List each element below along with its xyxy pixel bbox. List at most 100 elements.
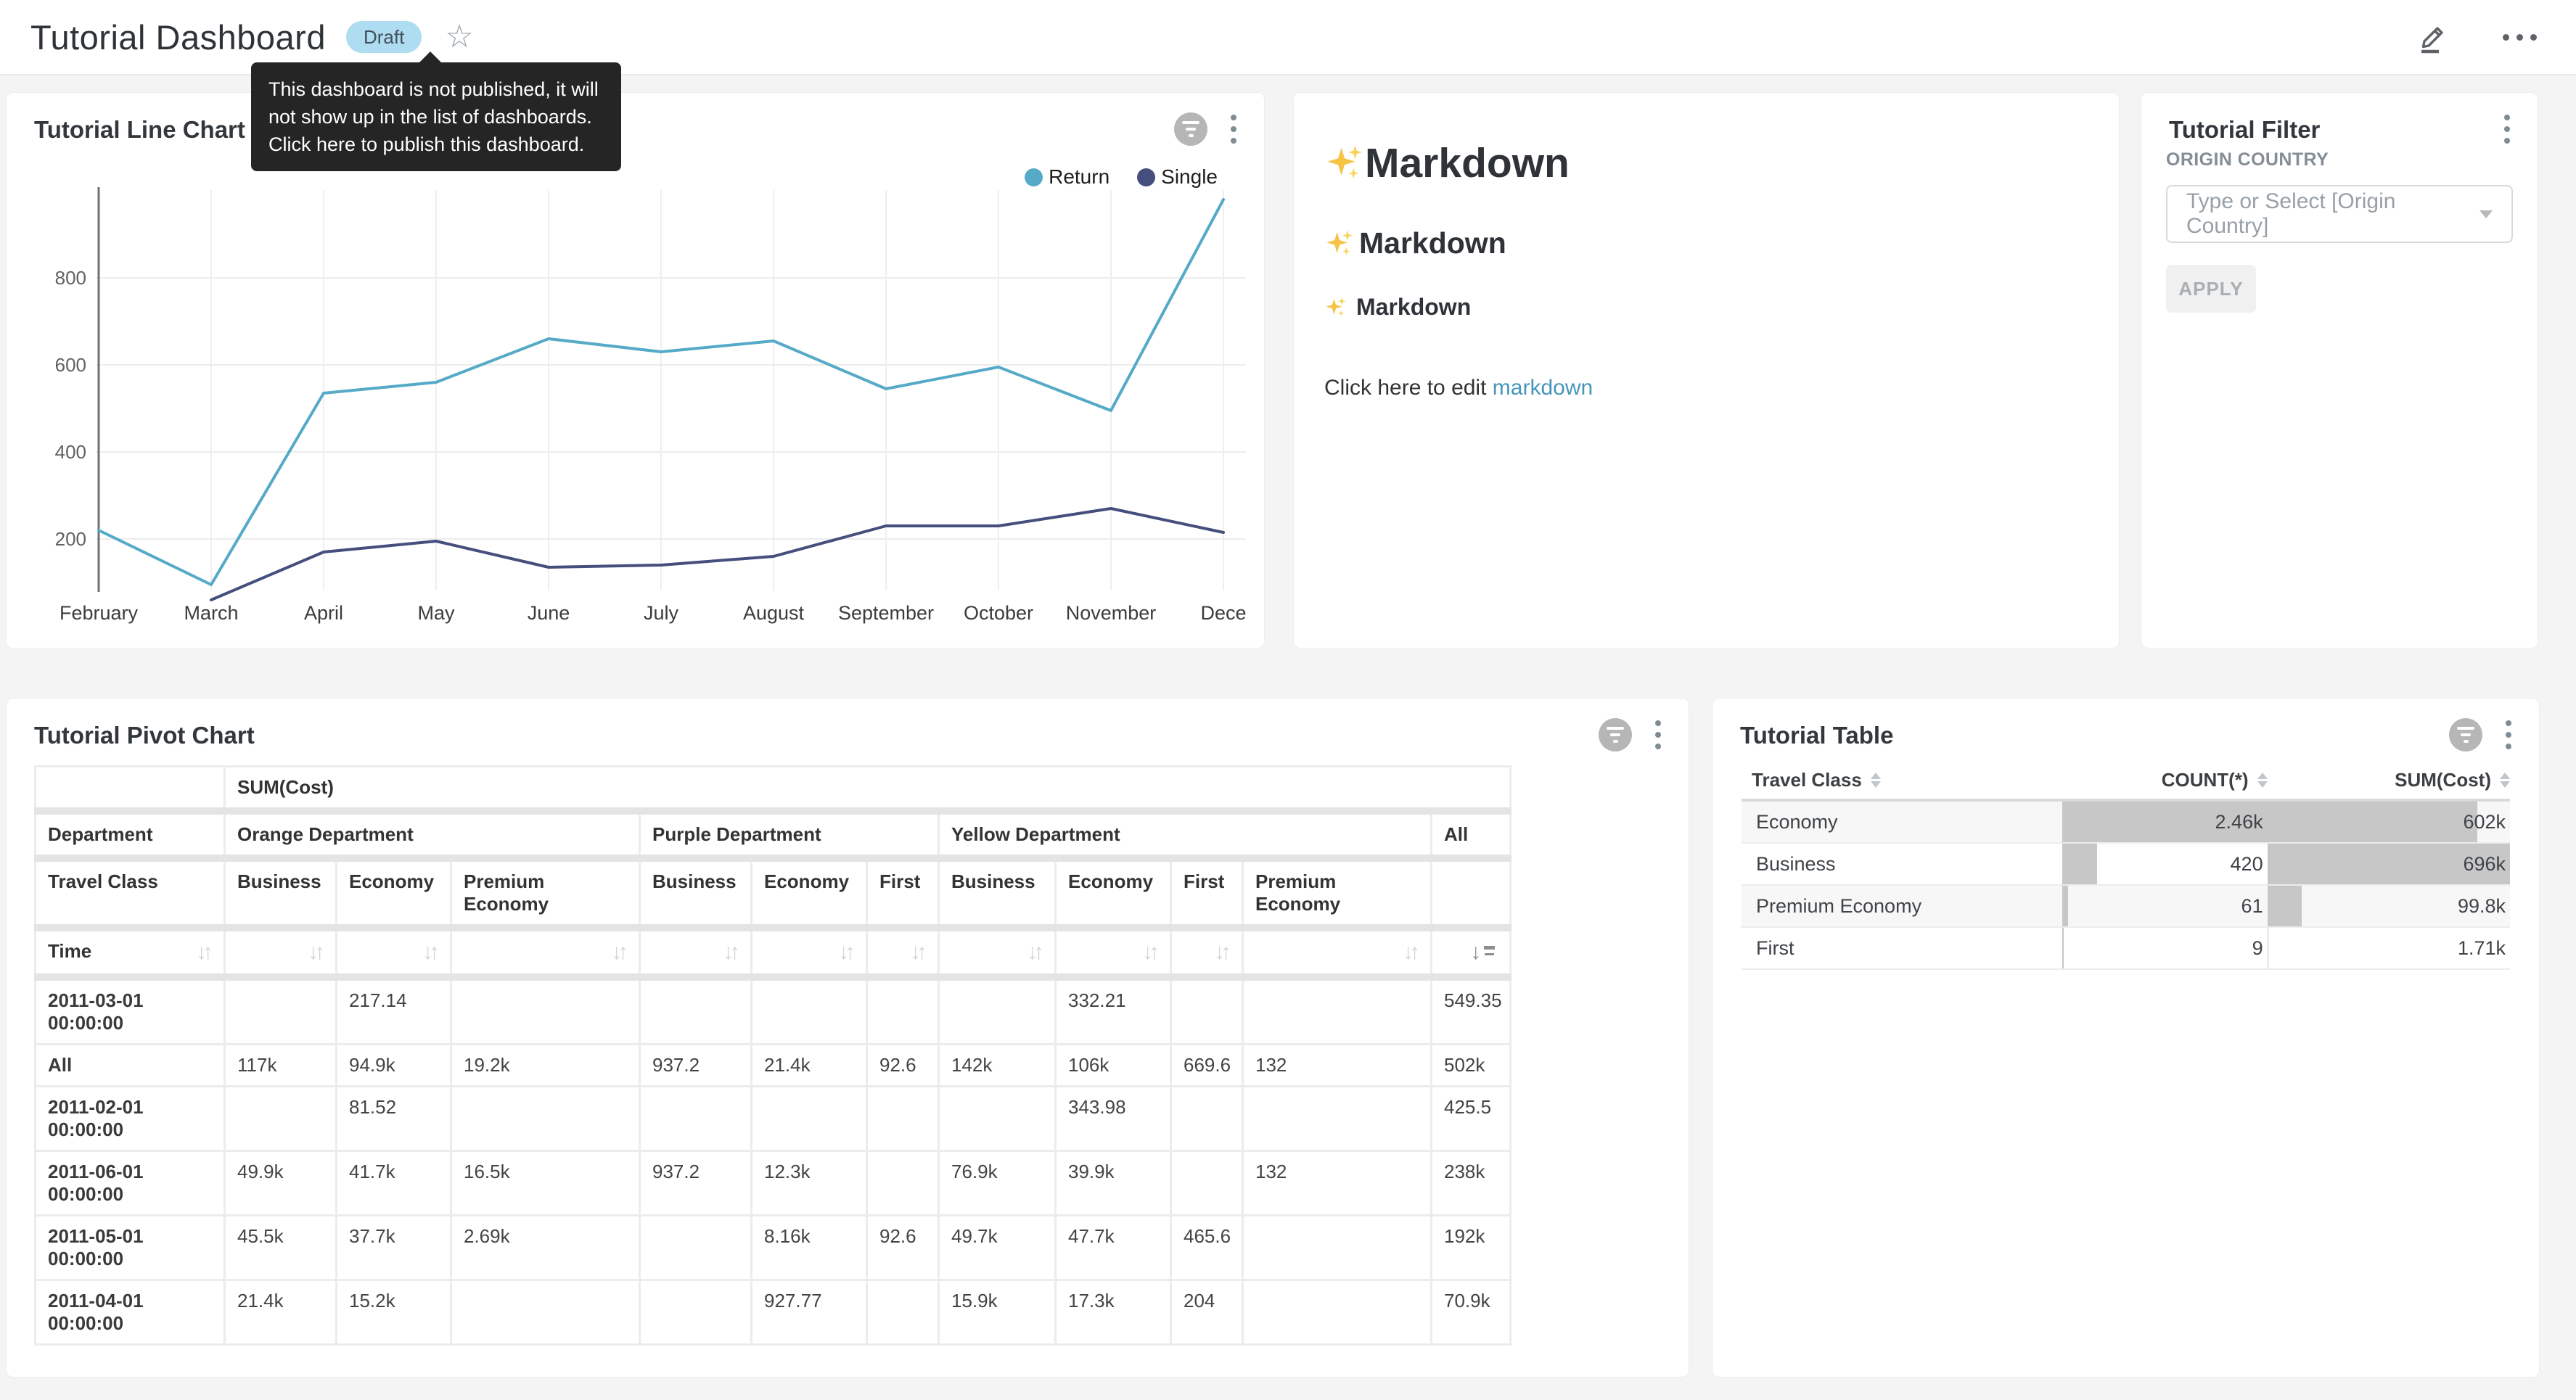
x-axis-label: March (184, 602, 238, 624)
kebab-menu-icon[interactable] (2500, 717, 2517, 752)
sort-icon[interactable]: ↓↑ (308, 940, 324, 965)
pivot-value-cell (867, 1087, 939, 1151)
pivot-value-cell (1243, 1087, 1432, 1151)
pivot-row-header: 2011-04-01 00:00:00 (36, 1280, 225, 1345)
x-axis-label: February (60, 602, 139, 624)
pivot-value-cell: 70.9k (1432, 1280, 1511, 1345)
kebab-menu-icon[interactable] (1649, 717, 1667, 752)
column-header-sum-cost[interactable]: SUM(Cost) (2268, 769, 2510, 791)
table-row: Economy2.46k602k (1742, 802, 2510, 844)
value-bar (2268, 802, 2477, 842)
markdown-panel: Markdown Markdown Markdown Click here to… (1293, 92, 2120, 648)
column-header-count[interactable]: COUNT(*) (2062, 769, 2267, 791)
value-bar (2062, 844, 2097, 884)
sort-icon[interactable]: ↓↑ (1027, 940, 1043, 965)
table-row: Premium Economy6199.8k (1742, 886, 2510, 928)
sort-icon[interactable]: ↓↑ (196, 940, 212, 965)
pivot-table-grid: SUM(Cost)DepartmentOrange DepartmentPurp… (34, 765, 1511, 1346)
sort-icon (2500, 773, 2510, 788)
pivot-sort-cell[interactable]: ↓↑ (225, 928, 337, 977)
pivot-dept-label: Department (36, 811, 225, 858)
pivot-row-header: 2011-05-01 00:00:00 (36, 1216, 225, 1280)
sort-icon[interactable]: ↓↑ (1403, 940, 1419, 965)
markdown-edit-link[interactable]: markdown (1493, 376, 1593, 400)
pivot-sort-cell[interactable]: ↓↑ (451, 928, 640, 977)
pivot-sort-cell[interactable]: ↓↑ (752, 928, 867, 977)
pivot-value-cell: 332.21 (1056, 977, 1171, 1045)
filter-scope-icon[interactable] (2449, 718, 2482, 752)
pivot-value-cell: 92.6 (867, 1045, 939, 1087)
pivot-value-cell: 927.77 (752, 1280, 867, 1345)
pivot-sort-cell[interactable]: ↓↑ (939, 928, 1056, 977)
pivot-value-cell: 92.6 (867, 1216, 939, 1280)
pivot-value-cell: 132 (1243, 1151, 1432, 1216)
dashboard-grid: Tutorial Line Chart ReturnSingle 2004006… (0, 77, 2576, 1400)
pivot-sort-cell[interactable]: ↓ (1432, 928, 1511, 977)
pivot-class-header: Economy (337, 858, 451, 928)
x-axis-label: Dece (1200, 602, 1246, 624)
line-chart-panel: Tutorial Line Chart ReturnSingle 2004006… (6, 92, 1265, 648)
favorite-star-icon[interactable]: ☆ (445, 21, 473, 53)
filter-scope-icon[interactable] (1599, 718, 1632, 752)
pivot-value-cell: 549.35 (1432, 977, 1511, 1045)
x-axis-label: September (838, 602, 934, 624)
kebab-menu-icon[interactable] (2498, 112, 2516, 147)
travel-class-cell: Premium Economy (1742, 886, 2062, 926)
travel-class-cell: Economy (1742, 802, 2062, 842)
pivot-sort-cell[interactable]: ↓↑ (867, 928, 939, 977)
header-ellipsis-icon[interactable] (2498, 30, 2541, 45)
pivot-sort-cell[interactable]: ↓↑ (1243, 928, 1432, 977)
pivot-class-header: First (1171, 858, 1243, 928)
pivot-value-cell: 12.3k (752, 1151, 867, 1216)
pivot-value-cell: 425.5 (1432, 1087, 1511, 1151)
kebab-menu-icon[interactable] (1225, 112, 1242, 147)
pivot-time-label[interactable]: Time↓↑ (36, 928, 225, 977)
value-bar (2062, 928, 2063, 968)
sort-icon[interactable]: ↓↑ (723, 940, 739, 965)
sort-icon[interactable]: ↓↑ (838, 940, 854, 965)
table-row: Business420696k (1742, 844, 2510, 886)
pivot-value-cell: 502k (1432, 1045, 1511, 1087)
pivot-value-cell: 343.98 (1056, 1087, 1171, 1151)
pivot-sort-cell[interactable]: ↓↑ (1171, 928, 1243, 977)
pivot-value-cell (867, 1280, 939, 1345)
sort-icon[interactable]: ↓↑ (1214, 940, 1230, 965)
filter-scope-icon[interactable] (1174, 112, 1207, 146)
pivot-value-cell (867, 1151, 939, 1216)
apply-button[interactable]: APPLY (2166, 265, 2256, 313)
sort-desc-icon[interactable]: ↓ (1470, 940, 1498, 965)
pivot-value-cell: 94.9k (337, 1045, 451, 1087)
pivot-sort-cell[interactable]: ↓↑ (337, 928, 451, 977)
pivot-value-cell (1171, 1151, 1243, 1216)
pivot-sort-cell[interactable]: ↓↑ (1056, 928, 1171, 977)
y-axis-tick: 200 (55, 528, 86, 550)
pivot-class-header: Economy (1056, 858, 1171, 928)
y-axis-tick: 600 (55, 354, 86, 376)
sort-icon[interactable]: ↓↑ (422, 940, 438, 965)
origin-country-select[interactable]: Type or Select [Origin Country] (2166, 185, 2513, 243)
y-axis-tick: 400 (55, 441, 86, 463)
pivot-row: 2011-06-01 00:00:0049.9k41.7k16.5k937.21… (36, 1151, 1511, 1216)
edit-pencil-icon[interactable] (2416, 20, 2450, 54)
pivot-row-header: 2011-03-01 00:00:00 (36, 977, 225, 1045)
sort-icon[interactable]: ↓↑ (611, 940, 627, 965)
pivot-chart-panel: Tutorial Pivot Chart SUM(Cost)Department… (6, 698, 1689, 1378)
draft-badge[interactable]: Draft (346, 21, 422, 54)
pivot-value-cell (867, 977, 939, 1045)
pivot-value-cell: 8.16k (752, 1216, 867, 1280)
pivot-value-cell: 669.6 (1171, 1045, 1243, 1087)
pivot-row: All117k94.9k19.2k937.221.4k92.6142k106k6… (36, 1045, 1511, 1087)
chevron-down-icon (2479, 210, 2493, 225)
sort-icon[interactable]: ↓↑ (1142, 940, 1158, 965)
x-axis-label: May (417, 602, 455, 624)
pivot-value-cell: 217.14 (337, 977, 451, 1045)
pivot-sort-cell[interactable]: ↓↑ (640, 928, 752, 977)
column-header-travel-class[interactable]: Travel Class (1742, 769, 2062, 791)
pivot-value-cell (1243, 977, 1432, 1045)
sum-cost-cell: 99.8k (2268, 886, 2510, 926)
sum-cost-cell: 696k (2268, 844, 2510, 884)
pivot-value-cell: 937.2 (640, 1045, 752, 1087)
tutorial-table: Travel ClassCOUNT(*)SUM(Cost) Economy2.46… (1742, 761, 2510, 970)
pivot-value-cell (752, 1087, 867, 1151)
sort-icon[interactable]: ↓↑ (910, 940, 926, 965)
